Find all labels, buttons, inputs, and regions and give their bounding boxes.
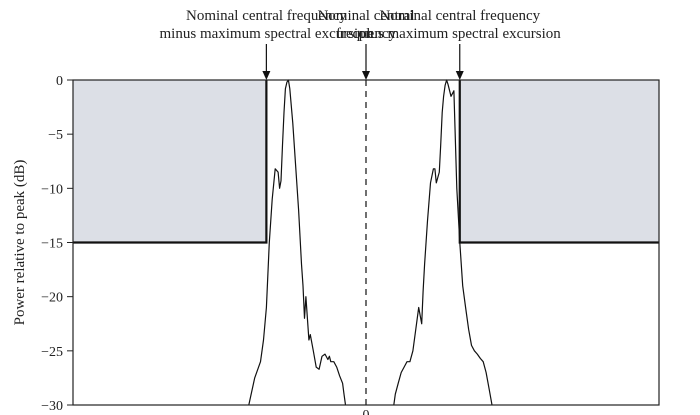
annotation-2-line-1: Nominal central bbox=[317, 8, 414, 24]
series-layer bbox=[248, 79, 493, 406]
y-axis-label: Power relative to peak (dB) bbox=[12, 160, 28, 326]
mask-region-2 bbox=[459, 80, 659, 243]
y-tick-label: −5 bbox=[48, 128, 63, 143]
x-tick-label: 0 bbox=[363, 408, 370, 415]
x-ticks: 0 bbox=[363, 408, 370, 415]
annotation-1-line-2: minus maximum spectral excursion bbox=[160, 26, 374, 42]
mask-edge-1 bbox=[73, 80, 268, 244]
annotation-2-line-2: frequency bbox=[336, 26, 396, 42]
spectrum-lobe-2 bbox=[393, 79, 493, 406]
spectrum-lobe-1 bbox=[248, 79, 347, 406]
annotation-arrow-head bbox=[362, 71, 370, 80]
y-tick-label: −15 bbox=[41, 237, 63, 252]
y-tick-label: −20 bbox=[41, 291, 63, 306]
y-tick-label: −25 bbox=[41, 345, 63, 360]
annotation-arrow-head bbox=[262, 71, 271, 80]
y-tick-label: −10 bbox=[41, 182, 63, 197]
y-ticks: 0 −5 −10 −15 −20 −25 −30 bbox=[41, 74, 73, 414]
mask-layer bbox=[73, 80, 659, 244]
y-tick-label: −30 bbox=[41, 399, 63, 414]
mask-region-1 bbox=[73, 80, 267, 243]
annotation-1-line-1: Nominal central frequency bbox=[186, 8, 347, 24]
y-tick-label: 0 bbox=[56, 74, 63, 89]
annotation-3-line-2: plus maximum spectral excursion bbox=[359, 26, 562, 42]
annotation-3-line-1: Nominal central frequency bbox=[379, 8, 540, 24]
annotation-arrow-head bbox=[455, 71, 464, 80]
